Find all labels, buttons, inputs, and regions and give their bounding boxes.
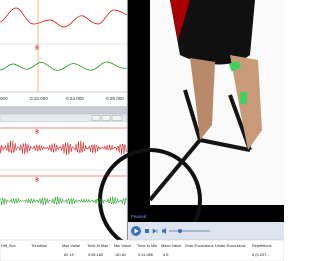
time-label: 0:26.000 bbox=[106, 96, 124, 101]
app-window: B 000 0:22.000 0:24.000 0:26.000 B B Pau… bbox=[0, 0, 284, 261]
time-label: 0:22.000 bbox=[30, 96, 48, 101]
maximize-button[interactable] bbox=[102, 116, 110, 121]
upper-chart-panel bbox=[0, 0, 127, 106]
time-label: 000 bbox=[0, 96, 8, 101]
table-cell: 0:11.086 bbox=[138, 252, 153, 257]
column-header: Max Value bbox=[62, 243, 80, 248]
sensor bbox=[240, 92, 247, 104]
volume-knob[interactable] bbox=[178, 229, 182, 233]
time-label: 0:24.000 bbox=[66, 96, 84, 101]
marker-label: B bbox=[35, 129, 39, 135]
column-header: Over Excursions bbox=[185, 243, 214, 248]
column-header: Time to Max bbox=[87, 243, 108, 248]
column-header: Repetitions bbox=[252, 243, 272, 248]
lower-chart-panel bbox=[0, 122, 127, 232]
marker-label: B bbox=[35, 177, 39, 183]
table-cell: 62.19 bbox=[64, 252, 74, 257]
table-cell: 4.5 bbox=[163, 252, 168, 257]
table-cell: 0:06.182 bbox=[88, 252, 103, 257]
column-header: Time to Min bbox=[137, 243, 157, 248]
column-header: Diff_Sec bbox=[1, 243, 16, 248]
panel-gap bbox=[0, 106, 127, 114]
column-header: Mean Value bbox=[161, 243, 181, 248]
close-button[interactable] bbox=[112, 116, 122, 121]
minimize-button[interactable] bbox=[92, 116, 100, 121]
stop-button[interactable] bbox=[145, 229, 149, 233]
column-header: Min Value bbox=[114, 243, 131, 248]
column-header: Trendline bbox=[31, 243, 47, 248]
column-header: Under Excursions bbox=[215, 243, 246, 248]
playback-status: Paused bbox=[131, 214, 147, 219]
table-cell: -80.81 bbox=[115, 252, 126, 257]
marker-label: B bbox=[35, 45, 39, 51]
table-cell: 8 (0.207... bbox=[252, 252, 270, 257]
